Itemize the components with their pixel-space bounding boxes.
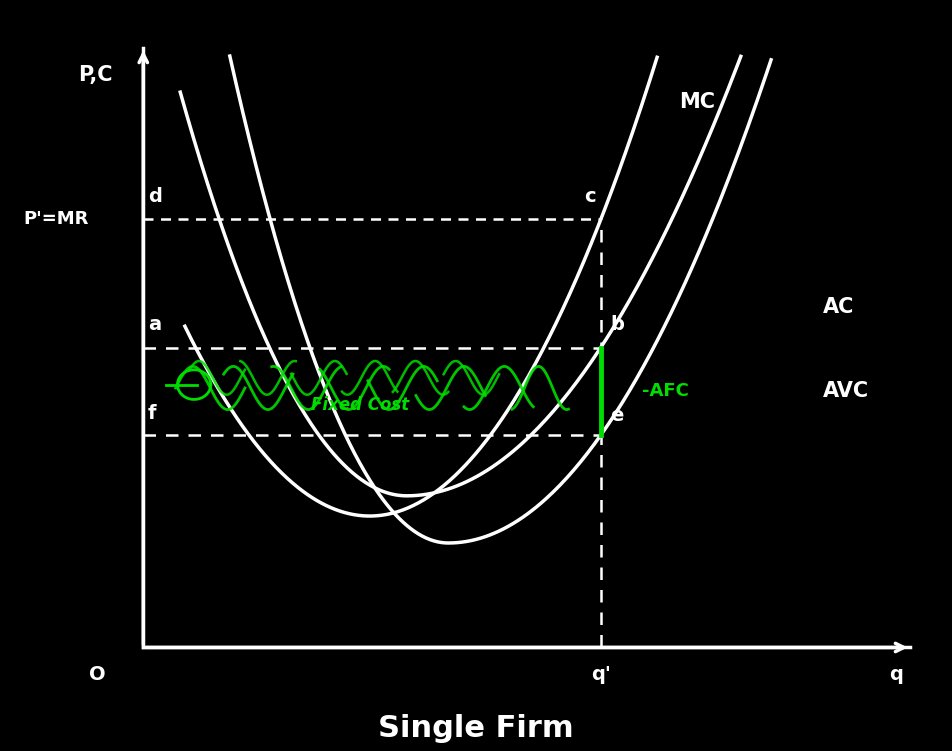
Text: AC: AC — [823, 297, 854, 317]
Text: Fixed Cost: Fixed Cost — [311, 396, 409, 414]
Text: Single Firm: Single Firm — [378, 714, 574, 743]
Text: q: q — [889, 665, 903, 684]
Text: q': q' — [591, 665, 610, 684]
Text: c: c — [585, 187, 596, 206]
Text: b: b — [610, 315, 624, 334]
Text: d: d — [148, 187, 162, 206]
Text: AVC: AVC — [823, 382, 869, 401]
Text: f: f — [148, 404, 156, 423]
Text: MC: MC — [680, 92, 715, 111]
Text: a: a — [148, 315, 161, 334]
Text: P'=MR: P'=MR — [23, 210, 89, 228]
Text: -AFC: -AFC — [643, 382, 689, 400]
Text: P,C: P,C — [79, 65, 113, 85]
Text: e: e — [610, 406, 624, 425]
Text: O: O — [89, 665, 106, 684]
